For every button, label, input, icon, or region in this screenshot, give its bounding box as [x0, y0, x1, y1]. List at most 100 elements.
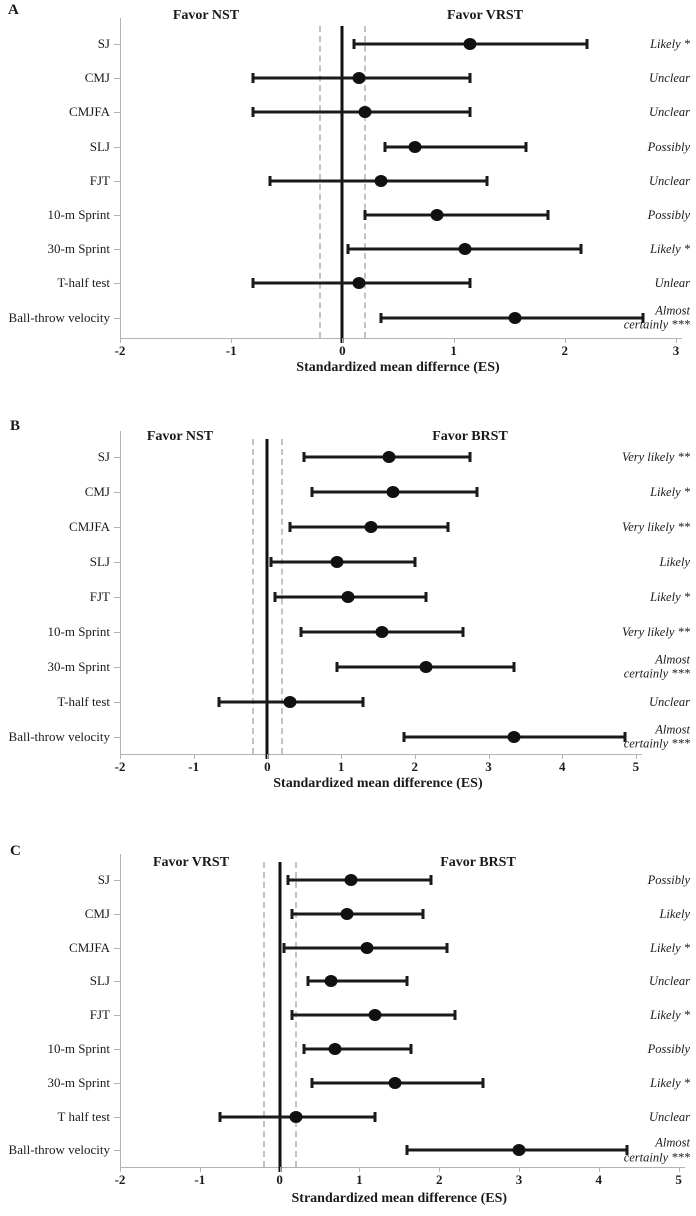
x-axis-title: Standardized mean differnce (ES) — [296, 360, 500, 375]
x-tick-label: -2 — [114, 1172, 126, 1187]
x-tick — [231, 338, 233, 343]
row-tick — [114, 457, 120, 458]
x-axis — [120, 754, 642, 755]
effect-dot — [368, 1009, 382, 1022]
ci-cap-low — [310, 487, 314, 497]
error-bar — [291, 912, 424, 916]
ci-cap-low — [290, 1010, 294, 1021]
row-label: CMJFA — [69, 519, 110, 534]
ci-cap-low — [282, 942, 286, 953]
row-label: T half test — [57, 1108, 110, 1124]
inference-label: Likely — [659, 554, 690, 569]
inference-label: Possibly — [647, 139, 690, 154]
row-label: FJT — [89, 172, 110, 188]
panel-letter: C — [10, 843, 21, 859]
error-bar — [287, 878, 432, 882]
inference-label: Unlear — [654, 276, 690, 291]
row-label: T-half test — [57, 275, 110, 291]
ci-cap-high — [625, 1145, 629, 1156]
inference-label: Likely * — [650, 940, 690, 955]
row-tick — [114, 527, 120, 528]
inference-label: Very likely ** — [621, 519, 690, 534]
x-tick — [439, 1167, 441, 1172]
ci-cap-low — [299, 627, 303, 637]
row-label: SJ — [97, 36, 110, 51]
y-axis-spine — [120, 431, 121, 754]
x-tick — [341, 754, 343, 759]
x-tick — [120, 1167, 121, 1172]
row-tick — [114, 492, 120, 493]
inference-label: Likely * — [650, 589, 690, 604]
ci-cap-high — [468, 452, 472, 462]
ci-cap-high — [524, 141, 528, 152]
row-tick — [114, 1082, 120, 1084]
ci-cap-low — [335, 662, 339, 672]
plot-area: -2 -1 0 1 2 3 4 5 SJ Possibly CMJ Likely CMJFA Likely… — [0, 822, 696, 1216]
row-tick — [114, 283, 120, 285]
row-label: CMJ — [84, 484, 110, 499]
x-axis-title: Standardized mean difference (ES) — [273, 776, 483, 791]
ci-cap-high — [468, 278, 472, 289]
row-label: CMJFA — [69, 939, 110, 955]
panel-a: A Favor NST Favor VRST -2 -1 0 1 2 3 SJ Likely … — [0, 0, 696, 402]
x-tick — [488, 754, 490, 759]
x-tick-label: 0 — [339, 343, 346, 358]
x-tick-label: 3 — [672, 343, 680, 358]
ci-cap-high — [475, 487, 479, 497]
ci-cap-high — [424, 592, 428, 602]
x-tick-label: 0 — [264, 759, 271, 774]
effect-dot — [507, 731, 521, 743]
inference-label: Likely * — [650, 242, 690, 256]
x-tick — [562, 754, 564, 759]
row-tick — [114, 702, 120, 703]
y-axis-spine — [120, 854, 121, 1167]
x-tick-label: 3 — [515, 1172, 523, 1187]
error-bar — [307, 979, 408, 983]
x-tick-label: 2 — [561, 343, 569, 358]
inference-label: Unclear — [649, 1109, 690, 1124]
x-tick-label: -2 — [114, 759, 126, 774]
error-bar — [364, 213, 549, 217]
ci-cap-high — [579, 244, 583, 255]
ci-cap-low — [405, 1145, 409, 1156]
x-tick — [414, 754, 416, 759]
ci-cap-high — [453, 1010, 457, 1021]
effect-dot — [382, 451, 396, 463]
ci-cap-high — [623, 732, 627, 742]
inference-label: Unclear — [649, 105, 690, 120]
row-label: 10-m Sprint — [47, 624, 110, 639]
favor-right-label: Favor BRST — [432, 429, 508, 444]
effect-dot — [512, 1144, 526, 1157]
ci-cap-low — [352, 39, 356, 49]
row-tick — [114, 317, 120, 319]
row-label: 30-m Sprint — [47, 659, 110, 674]
panel-b: B Favor NST Favor BRST -2 -1 0 1 2 3 4 5 SJ Very … — [0, 402, 696, 822]
row-label: 10-m Sprint — [47, 207, 110, 222]
ci-cap-high — [468, 73, 472, 84]
x-tick-label: 5 — [675, 1172, 682, 1187]
ci-cap-high — [446, 522, 450, 532]
effect-dot — [324, 975, 338, 988]
plot-area: -2 -1 0 1 2 3 SJ Likely * CMJ Unclear CMJFA Unclear… — [0, 0, 696, 402]
x-tick — [598, 1167, 600, 1172]
x-tick-label: 1 — [356, 1172, 363, 1187]
row-tick — [114, 667, 120, 668]
ci-cap-high — [373, 1111, 377, 1122]
effect-dot — [508, 311, 522, 324]
ci-cap-high — [429, 875, 433, 885]
row-tick — [114, 249, 120, 251]
inference-label: Possibly — [647, 872, 690, 887]
ci-cap-high — [641, 312, 645, 323]
effect-dot — [430, 209, 444, 221]
panel-letter: B — [10, 418, 21, 434]
x-tick-label: 1 — [337, 759, 345, 774]
x-tick-label: 2 — [411, 759, 419, 774]
x-tick — [453, 338, 455, 343]
ci-cap-low — [302, 452, 306, 462]
row-label: FJT — [89, 1007, 110, 1023]
row-label: 30-m Sprint — [47, 1074, 110, 1090]
inference-label: Unclear — [649, 71, 690, 85]
row-label: FJT — [89, 589, 110, 604]
ci-cap-high — [546, 210, 550, 220]
